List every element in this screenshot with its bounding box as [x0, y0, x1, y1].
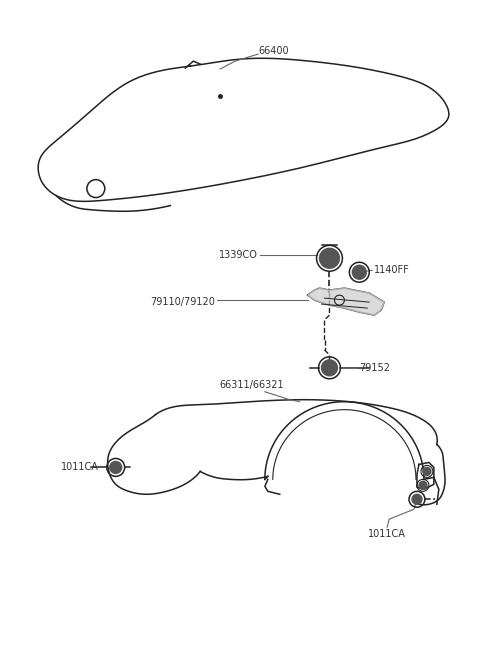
Polygon shape [308, 288, 384, 315]
Circle shape [320, 248, 339, 268]
Text: 66311/66321: 66311/66321 [220, 380, 284, 390]
Circle shape [412, 494, 422, 505]
Text: 1011CA: 1011CA [368, 529, 406, 539]
Text: 79152: 79152 [360, 363, 390, 373]
Text: 66400: 66400 [258, 46, 288, 57]
Text: 1011CA: 1011CA [61, 463, 99, 472]
Circle shape [352, 265, 366, 279]
Circle shape [322, 360, 337, 376]
Circle shape [419, 482, 427, 489]
Circle shape [423, 467, 431, 476]
Text: 1339CO: 1339CO [219, 250, 258, 260]
Text: 1140FF: 1140FF [374, 265, 410, 275]
Circle shape [110, 461, 122, 474]
Text: 79110/79120: 79110/79120 [150, 297, 215, 307]
